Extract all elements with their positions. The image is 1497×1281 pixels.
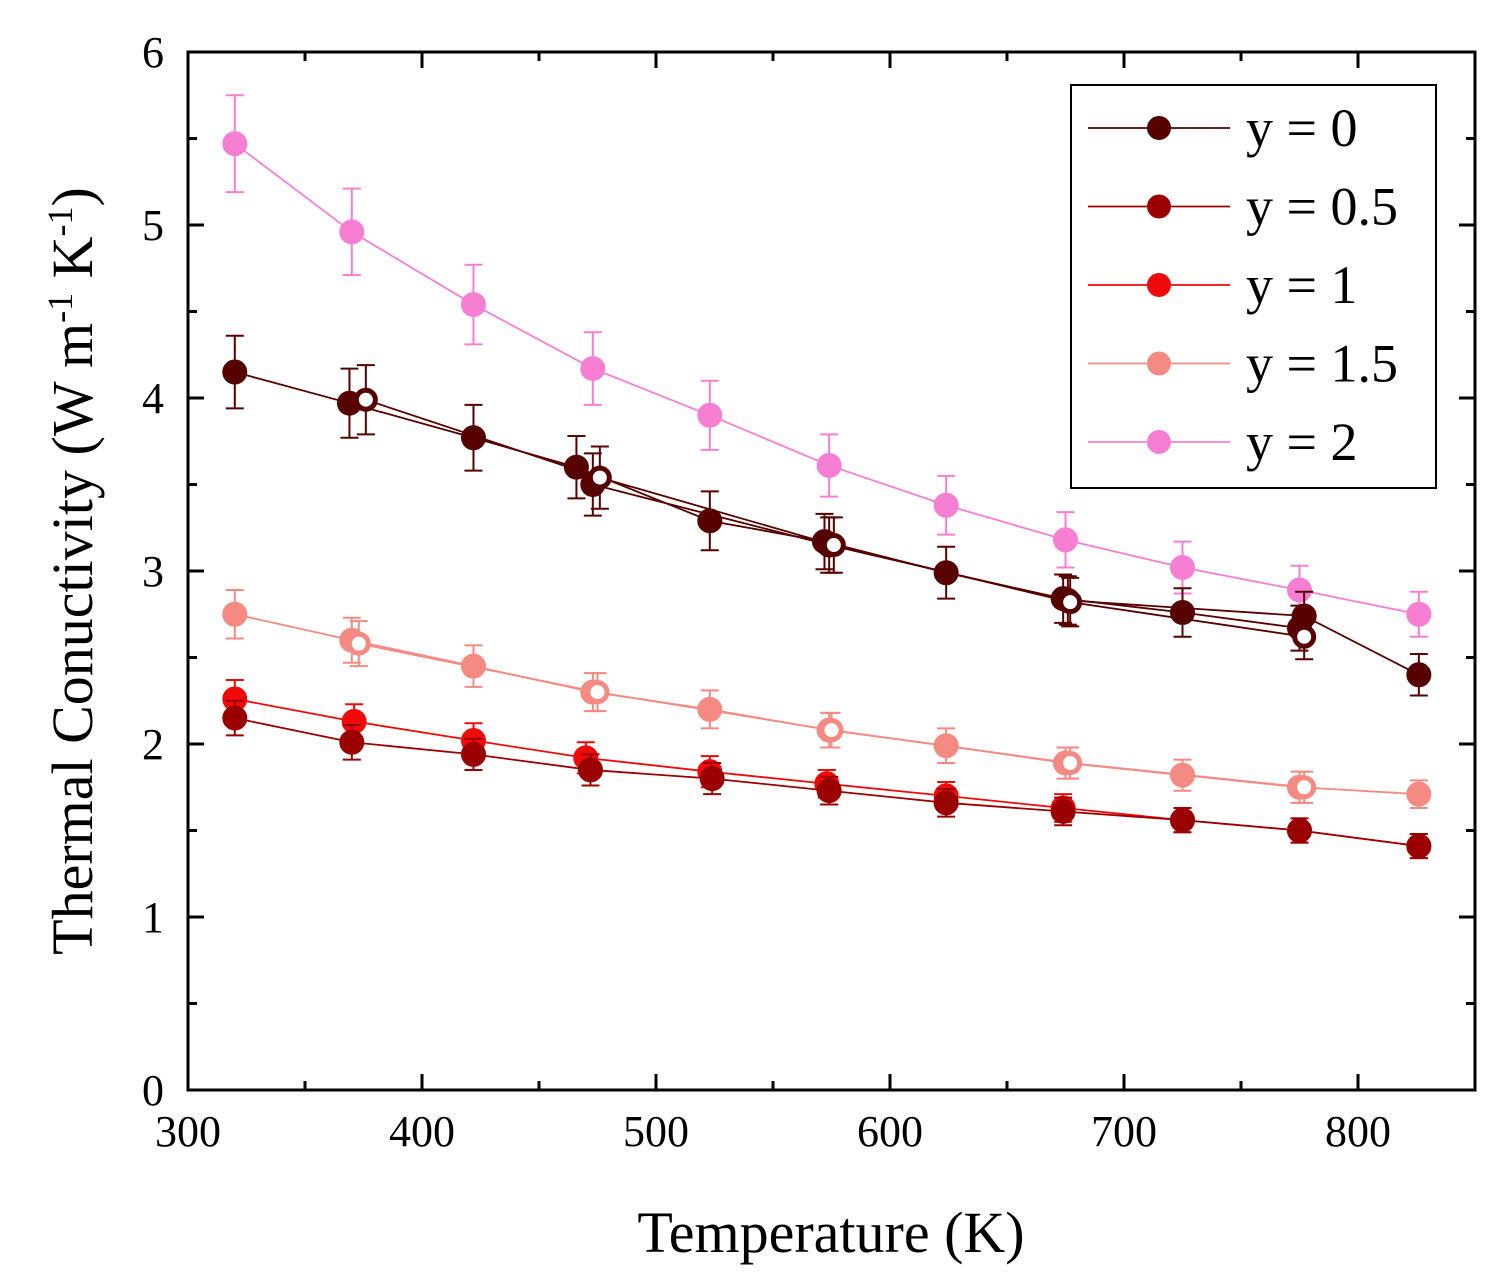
data-point <box>223 706 247 730</box>
data-point <box>1288 578 1312 602</box>
data-point <box>1407 834 1431 858</box>
data-point-open <box>1061 754 1080 773</box>
y-tick-label: 0 <box>142 1066 164 1115</box>
data-point <box>223 132 247 156</box>
x-tick-label: 600 <box>857 1107 923 1156</box>
data-point <box>342 710 366 734</box>
data-point <box>461 742 485 766</box>
data-point <box>934 493 958 517</box>
data-point-open <box>356 390 375 409</box>
data-point <box>698 403 722 427</box>
data-point-open <box>588 683 607 702</box>
series-line <box>235 614 1419 794</box>
data-point <box>340 730 364 754</box>
data-point-open <box>822 721 841 740</box>
data-point-open <box>349 634 368 653</box>
data-point <box>817 779 841 803</box>
x-tick-label: 400 <box>389 1107 455 1156</box>
legend-label: y = 0.5 <box>1246 177 1398 237</box>
x-tick-label: 800 <box>1325 1107 1391 1156</box>
y-tick-label: 5 <box>142 201 164 250</box>
legend-marker <box>1147 352 1171 376</box>
data-point <box>340 220 364 244</box>
y-axis-title: Thermal Conuctivity (W m-1 K-1) <box>40 187 105 955</box>
y-axis-title-k: K <box>40 236 105 293</box>
data-point <box>817 453 841 477</box>
thermal-conductivity-chart: 300 400 500 600 700 800 0 1 2 3 4 5 6 Temperature (K… <box>0 0 1497 1281</box>
data-point-open <box>824 536 843 555</box>
legend-marker <box>1147 273 1171 297</box>
legend-label: y = 1 <box>1246 255 1357 315</box>
x-tick-label: 300 <box>155 1107 221 1156</box>
y-tick-label: 3 <box>142 547 164 596</box>
data-point <box>461 293 485 317</box>
legend-label: y = 1.5 <box>1246 334 1398 394</box>
y-tick-label: 6 <box>142 28 164 77</box>
data-point <box>1407 663 1431 687</box>
data-point <box>223 602 247 626</box>
data-point-open <box>590 468 609 487</box>
data-point-open <box>1295 627 1314 646</box>
data-point <box>581 357 605 381</box>
y-tick-label: 2 <box>142 720 164 769</box>
data-point-open <box>1061 593 1080 612</box>
y-tick-label: 1 <box>142 893 164 942</box>
x-tick-label: 700 <box>1091 1107 1157 1156</box>
data-point <box>1407 782 1431 806</box>
legend: y = 0 y = 0.5 y = 1 y = 1.5 y = 2 <box>1071 85 1436 488</box>
y-tick-label: 4 <box>142 374 164 423</box>
data-point <box>1054 528 1078 552</box>
legend-marker <box>1147 116 1171 140</box>
data-point <box>223 360 247 384</box>
x-axis-title: Temperature (K) <box>637 1200 1024 1265</box>
legend-label: y = 0 <box>1246 98 1357 158</box>
legend-label: y = 2 <box>1246 412 1357 472</box>
data-point <box>578 758 602 782</box>
y-axis-title-close: ) <box>40 187 105 206</box>
x-tick-label: 500 <box>623 1107 689 1156</box>
data-point <box>1171 808 1195 832</box>
y-axis-title-main: Thermal Conuctivity (W m <box>40 323 105 955</box>
y-axis-title-exp2: -1 <box>40 206 80 236</box>
y-axis-title-exp1: -1 <box>40 293 80 323</box>
legend-marker <box>1147 195 1171 219</box>
data-point <box>1051 799 1075 823</box>
data-point <box>1288 819 1312 843</box>
data-point <box>1171 601 1195 625</box>
legend-marker <box>1147 430 1171 454</box>
data-point <box>700 767 724 791</box>
data-point-open <box>1295 778 1314 797</box>
data-point <box>1171 556 1195 580</box>
data-point <box>934 791 958 815</box>
series-y1 <box>223 680 1431 858</box>
data-point <box>1407 602 1431 626</box>
